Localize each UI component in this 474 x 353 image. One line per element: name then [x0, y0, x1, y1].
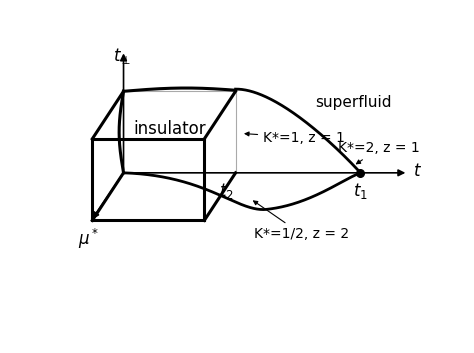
Text: superfluid: superfluid: [315, 95, 392, 110]
Text: $t_2$: $t_2$: [219, 181, 234, 201]
Text: $t_\perp$: $t_\perp$: [112, 47, 131, 66]
Text: $t_1$: $t_1$: [353, 181, 368, 201]
Text: K*=1, z = 1: K*=1, z = 1: [245, 131, 345, 145]
Text: $\mu^*$: $\mu^*$: [78, 227, 100, 251]
Text: K*=2, z = 1: K*=2, z = 1: [338, 142, 420, 164]
Text: K*=1/2, z = 2: K*=1/2, z = 2: [254, 201, 349, 241]
Text: t: t: [414, 162, 420, 180]
Text: insulator: insulator: [133, 120, 206, 138]
